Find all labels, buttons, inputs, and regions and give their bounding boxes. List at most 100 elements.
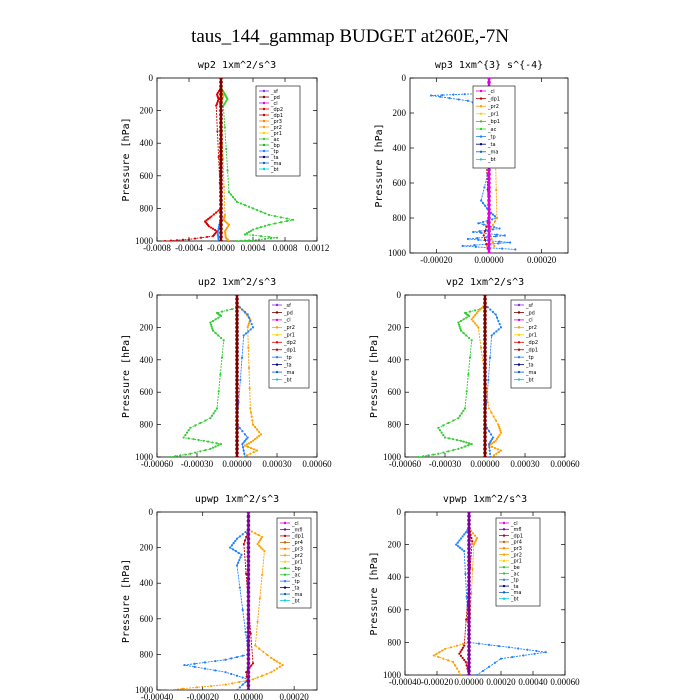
- data-point: [219, 235, 223, 239]
- series-line-ac: [418, 307, 486, 457]
- data-point: [467, 563, 471, 567]
- data-point: [181, 687, 184, 690]
- data-point: [246, 639, 251, 643]
- y-tick-label: 1000: [388, 248, 407, 258]
- x-tick-label: 0.00000: [454, 677, 484, 687]
- legend-box: [510, 299, 552, 389]
- data-point: [225, 99, 228, 102]
- data-point: [483, 414, 487, 419]
- data-point: [483, 410, 487, 415]
- data-point: [223, 126, 226, 129]
- data-point: [490, 237, 493, 241]
- data-point: [255, 227, 259, 230]
- legend-marker: [262, 155, 266, 159]
- x-tick-label: 0.00000: [470, 459, 500, 469]
- data-point: [458, 414, 462, 417]
- data-point: [219, 210, 223, 215]
- data-point: [225, 226, 229, 230]
- panel-title: upwp 1xm^2/s^3: [195, 494, 279, 505]
- data-point: [255, 428, 259, 431]
- panel-title: wp2 1xm^2/s^3: [198, 60, 276, 71]
- data-point: [245, 232, 249, 235]
- legend-marker: [262, 119, 266, 123]
- data-point: [494, 313, 497, 316]
- data-point: [291, 218, 295, 221]
- data-point: [246, 670, 251, 674]
- legend-label: _pr3: [291, 547, 303, 553]
- x-tick-label: 0.00000: [222, 459, 252, 469]
- legend-label: _pd: [270, 95, 280, 101]
- data-point: [467, 583, 471, 588]
- legend-marker: [283, 567, 287, 570]
- legend-marker: [517, 311, 521, 314]
- data-point: [437, 426, 440, 429]
- legend-label: _ma: [291, 592, 302, 598]
- legend-label: _tp: [487, 134, 496, 140]
- data-point: [467, 665, 471, 669]
- data-point: [494, 235, 497, 238]
- data-point: [451, 660, 455, 664]
- data-point: [214, 659, 217, 663]
- data-point: [235, 414, 239, 419]
- data-point: [462, 440, 465, 443]
- data-point: [246, 576, 251, 581]
- data-point: [246, 625, 251, 630]
- data-point: [483, 439, 487, 443]
- data-point: [205, 219, 208, 222]
- y-tick-label: 200: [140, 322, 154, 332]
- data-point: [480, 306, 483, 310]
- data-point: [463, 658, 466, 662]
- data-point: [211, 319, 215, 323]
- data-point: [219, 214, 223, 219]
- x-tick-label: -0.00030: [181, 459, 214, 469]
- data-point: [219, 178, 223, 182]
- data-point: [219, 231, 223, 235]
- data-point: [417, 455, 420, 457]
- legend-marker: [275, 326, 279, 329]
- data-point: [219, 145, 223, 150]
- legend-marker: [517, 355, 521, 359]
- data-point: [249, 319, 252, 323]
- data-point: [495, 316, 499, 319]
- data-point: [456, 541, 459, 544]
- data-point: [465, 316, 468, 319]
- data-point: [483, 378, 487, 382]
- data-point: [241, 676, 244, 679]
- data-point: [458, 539, 461, 542]
- data-point: [461, 535, 464, 538]
- y-tick-label: 800: [140, 203, 154, 213]
- data-point: [457, 323, 461, 326]
- data-point: [247, 239, 251, 241]
- data-point: [219, 125, 223, 129]
- data-point: [461, 646, 465, 649]
- series-line-dp1: [243, 529, 254, 690]
- legend-marker: [262, 143, 266, 147]
- data-point: [246, 643, 251, 648]
- data-point: [483, 186, 486, 189]
- data-point: [241, 533, 244, 536]
- data-point: [463, 407, 467, 410]
- data-point: [285, 219, 289, 223]
- data-point: [224, 671, 227, 674]
- legend-marker: [502, 572, 506, 575]
- legend-label: _bp: [291, 566, 301, 572]
- data-point: [491, 223, 495, 227]
- legend-label: _ac: [291, 572, 301, 578]
- legend-label: _ac: [487, 127, 497, 133]
- data-point: [219, 165, 223, 170]
- data-point: [443, 647, 447, 651]
- data-point: [442, 451, 445, 454]
- data-point: [467, 550, 471, 555]
- data-point: [263, 237, 267, 241]
- data-point: [208, 216, 211, 219]
- data-point: [467, 575, 471, 579]
- data-point: [487, 189, 491, 194]
- data-point: [248, 387, 251, 390]
- data-point: [447, 659, 450, 662]
- data-point: [219, 141, 223, 145]
- data-point: [238, 426, 241, 429]
- data-point: [273, 215, 277, 218]
- data-point: [224, 231, 227, 234]
- data-point: [246, 608, 251, 612]
- data-point: [235, 333, 239, 338]
